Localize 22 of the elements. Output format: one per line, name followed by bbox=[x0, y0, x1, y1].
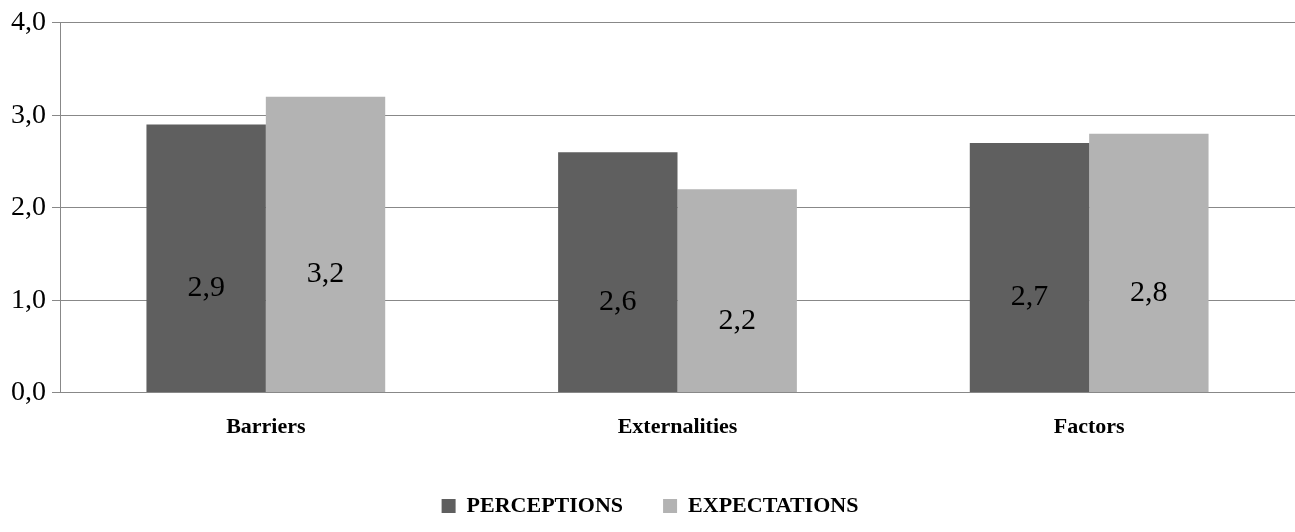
y-tick-label: 2,0 bbox=[11, 190, 46, 222]
data-label: 2,8 bbox=[1130, 273, 1168, 307]
bar bbox=[146, 124, 266, 393]
data-label: 3,2 bbox=[306, 255, 345, 289]
bar bbox=[558, 152, 678, 393]
bar bbox=[677, 189, 797, 393]
x-tick-label: Factors bbox=[1053, 413, 1126, 439]
data-label: 2,6 bbox=[599, 283, 637, 317]
x-tick-label: Barriers bbox=[226, 413, 306, 439]
y-tick-label: 1,0 bbox=[11, 282, 46, 314]
data-label: 2,2 bbox=[718, 301, 756, 335]
bar bbox=[969, 142, 1090, 393]
y-tick-label: 3,0 bbox=[11, 97, 46, 129]
x-tick-label: Externalities bbox=[617, 413, 738, 439]
data-label: 2,7 bbox=[1010, 278, 1049, 312]
bar bbox=[1089, 133, 1209, 393]
y-tick-label: 0,0 bbox=[11, 374, 46, 406]
legend-label: PERCEPTIONS bbox=[466, 491, 624, 517]
legend-label: EXPECTATIONS bbox=[688, 491, 859, 517]
bar bbox=[265, 96, 386, 393]
data-label: 2,9 bbox=[187, 269, 225, 303]
y-tick-label: 4,0 bbox=[11, 5, 46, 37]
